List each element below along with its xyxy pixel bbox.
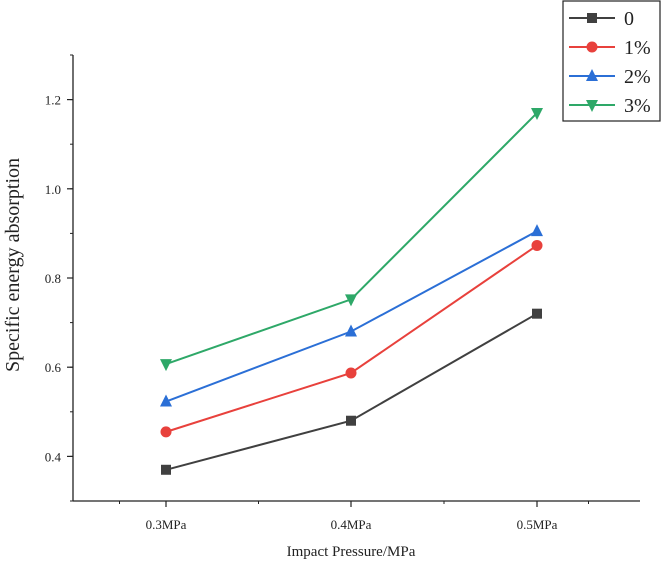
- data-point: [345, 324, 357, 337]
- x-tick-label: 0.3MPa: [146, 517, 187, 532]
- legend-label: 3%: [624, 95, 651, 117]
- y-tick-label: 1.2: [45, 93, 61, 108]
- series-line: [165, 312, 538, 471]
- y-tick-label: 0.4: [45, 449, 62, 464]
- x-tick-label: 0.5MPa: [517, 517, 558, 532]
- series-2: [160, 224, 543, 407]
- series-0: [161, 308, 542, 475]
- axes: 0.4 0.6 0.8 1.0 1.2 0.3MPa 0.4MPa 0.5MPa: [45, 54, 640, 532]
- legend-label: 1%: [624, 37, 651, 59]
- legend: 0 1% 2% 3%: [562, 0, 661, 122]
- x-axis-title: Impact Pressure/MPa: [287, 544, 416, 560]
- data-point: [345, 367, 357, 379]
- data-point: [345, 294, 357, 307]
- series-1: [160, 239, 543, 438]
- series-3: [160, 107, 543, 372]
- legend-marker: [586, 41, 598, 53]
- data-point: [531, 107, 543, 120]
- legend-marker: [586, 69, 598, 81]
- y-tick-label: 0.6: [45, 360, 62, 375]
- data-point: [160, 394, 172, 407]
- data-point: [531, 224, 543, 237]
- data-point: [531, 239, 543, 251]
- legend-marker: [586, 100, 598, 112]
- data-point: [346, 415, 356, 426]
- y-axis-title: Specific energy absorption: [2, 158, 24, 372]
- series-line: [165, 244, 538, 433]
- x-tick-label: 0.4MPa: [331, 517, 372, 532]
- data-point: [161, 464, 171, 475]
- y-tick-label: 1.0: [45, 182, 61, 197]
- y-tick-label: 0.8: [45, 271, 61, 286]
- data-point: [532, 308, 542, 319]
- legend-box: [562, 0, 661, 122]
- legend-label: 2%: [624, 66, 651, 88]
- data-point: [160, 359, 172, 372]
- data-point: [160, 426, 172, 438]
- legend-marker: [587, 13, 597, 23]
- legend-label: 0: [624, 8, 634, 30]
- series-group: [160, 107, 543, 475]
